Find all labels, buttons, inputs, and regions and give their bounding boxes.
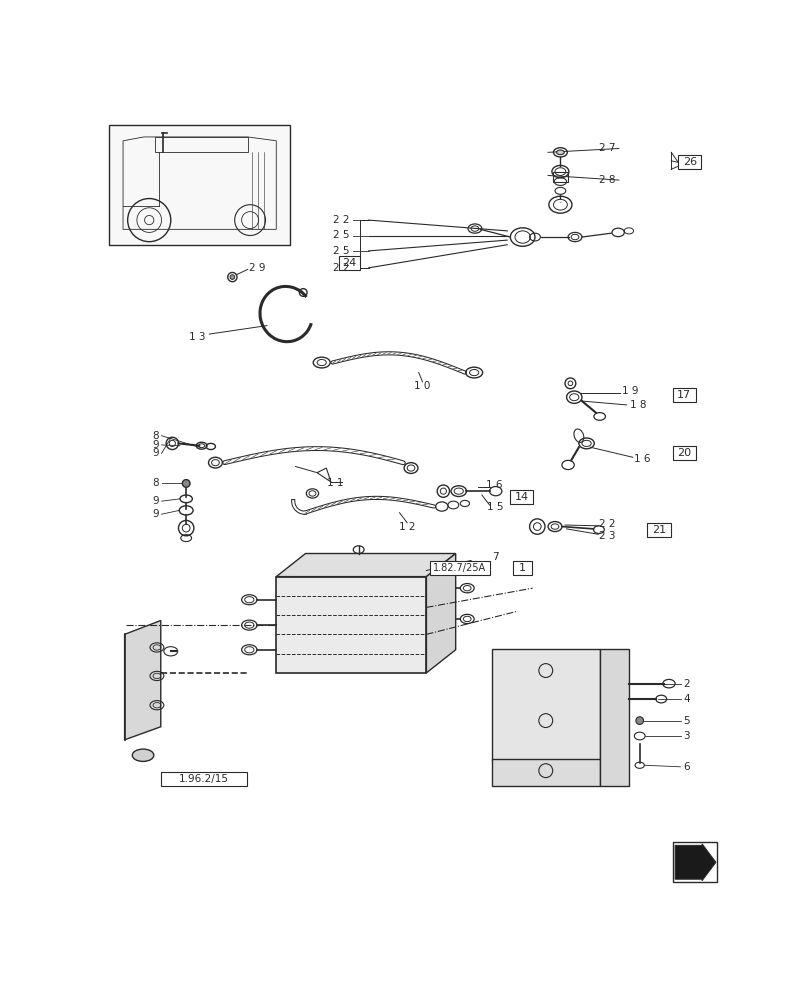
Text: 9: 9: [152, 440, 158, 450]
Text: 1.96.2/15: 1.96.2/15: [179, 774, 229, 784]
Bar: [161, 772, 247, 786]
Bar: [430, 561, 490, 575]
Text: 3: 3: [684, 731, 690, 741]
Text: 5: 5: [684, 716, 690, 726]
Text: 2 3: 2 3: [599, 531, 616, 541]
Text: 21: 21: [652, 525, 666, 535]
Text: 2 5: 2 5: [334, 246, 350, 256]
Text: 26: 26: [683, 157, 696, 167]
Ellipse shape: [557, 150, 564, 155]
Bar: [511, 490, 533, 504]
Bar: [673, 446, 696, 460]
Text: 14: 14: [515, 492, 529, 502]
Text: 1 2: 1 2: [399, 522, 415, 532]
Bar: [600, 649, 629, 786]
Text: 2 2: 2 2: [334, 215, 350, 225]
Polygon shape: [124, 620, 161, 740]
Text: 1 6: 1 6: [486, 480, 503, 490]
Text: 2 2: 2 2: [599, 519, 616, 529]
Text: 2 5: 2 5: [334, 231, 350, 240]
Text: 2 2: 2 2: [334, 263, 350, 273]
Text: 1: 1: [520, 563, 526, 573]
Circle shape: [230, 275, 234, 279]
Text: 8: 8: [152, 478, 158, 488]
Ellipse shape: [636, 717, 643, 724]
Text: 24: 24: [343, 258, 356, 268]
Text: 20: 20: [677, 448, 692, 458]
Bar: [109, 125, 290, 245]
Text: 1 0: 1 0: [415, 381, 431, 391]
Text: 2 7: 2 7: [599, 143, 616, 153]
Bar: [553, 172, 568, 182]
Bar: [673, 388, 696, 402]
Text: 2: 2: [684, 679, 690, 689]
Polygon shape: [276, 554, 456, 577]
Text: 2 9: 2 9: [249, 263, 265, 273]
Text: 1 3: 1 3: [189, 332, 205, 342]
Bar: [276, 577, 427, 673]
Text: 9: 9: [152, 496, 158, 506]
Text: 1.82.7/25A: 1.82.7/25A: [433, 563, 486, 573]
Text: 1 1: 1 1: [327, 478, 344, 488]
Text: 17: 17: [677, 390, 692, 400]
Text: 6: 6: [684, 762, 690, 772]
Bar: [673, 842, 718, 882]
Polygon shape: [427, 554, 456, 673]
Text: 1 8: 1 8: [630, 400, 646, 410]
Bar: [678, 155, 701, 169]
Text: 8: 8: [152, 431, 158, 441]
Text: 9: 9: [152, 509, 158, 519]
Text: 1 9: 1 9: [622, 386, 638, 396]
Bar: [492, 759, 600, 786]
Text: 9: 9: [152, 448, 158, 458]
Text: 1 6: 1 6: [633, 454, 650, 464]
Text: 7: 7: [492, 552, 499, 562]
Polygon shape: [675, 844, 716, 881]
Text: 2 8: 2 8: [599, 175, 616, 185]
Text: 4: 4: [684, 694, 690, 704]
Text: 1 5: 1 5: [487, 502, 504, 512]
Bar: [492, 649, 600, 761]
Ellipse shape: [183, 480, 190, 487]
Bar: [339, 256, 360, 270]
Bar: [647, 523, 671, 537]
Bar: [513, 561, 532, 575]
Ellipse shape: [133, 749, 154, 761]
